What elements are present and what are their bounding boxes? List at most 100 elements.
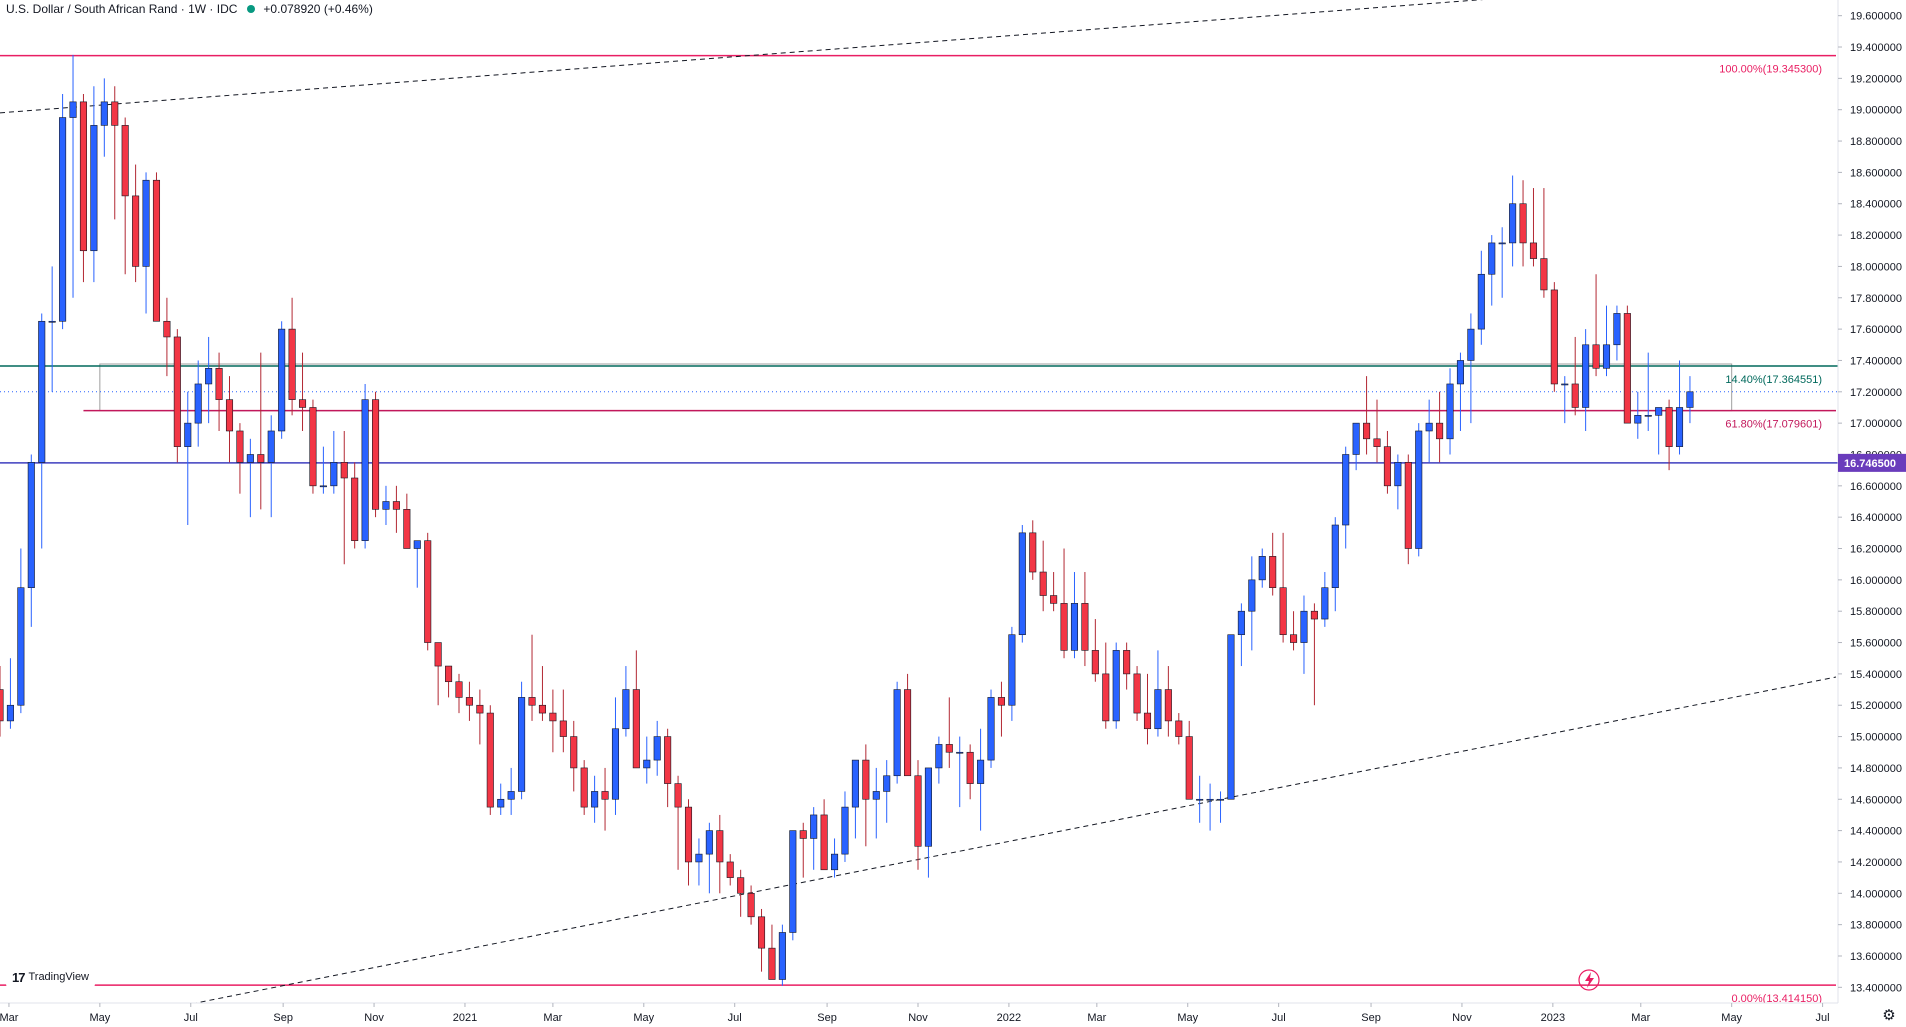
candle-down[interactable] xyxy=(538,704,546,714)
candle-down[interactable] xyxy=(1290,634,1298,643)
candle-up[interactable] xyxy=(1446,383,1454,440)
candle-down[interactable] xyxy=(1665,407,1673,447)
candle-up[interactable] xyxy=(1425,422,1433,432)
candle-down[interactable] xyxy=(1269,556,1277,588)
candle-up[interactable] xyxy=(184,422,192,447)
candle-up[interactable] xyxy=(497,798,505,808)
candle-up[interactable] xyxy=(1206,798,1214,801)
candle-down[interactable] xyxy=(528,697,536,706)
candle-down[interactable] xyxy=(1592,344,1600,369)
candle-up[interactable] xyxy=(1477,273,1485,330)
candle-up[interactable] xyxy=(48,320,56,323)
candle-up[interactable] xyxy=(59,117,67,322)
candle-down[interactable] xyxy=(351,477,359,541)
candle-down[interactable] xyxy=(1175,720,1183,737)
candle-up[interactable] xyxy=(789,830,797,933)
candle-down[interactable] xyxy=(215,367,223,400)
candle-up[interactable] xyxy=(1321,587,1329,620)
candle-down[interactable] xyxy=(997,697,1005,706)
candle-up[interactable] xyxy=(1352,422,1360,455)
candle-down[interactable] xyxy=(757,916,766,949)
candle-up[interactable] xyxy=(653,736,661,761)
candle-up[interactable] xyxy=(1467,328,1475,361)
candle-up[interactable] xyxy=(935,744,943,769)
candle-up[interactable] xyxy=(278,328,286,432)
candle-up[interactable] xyxy=(246,454,254,463)
candle-up[interactable] xyxy=(643,759,651,769)
candle-up[interactable] xyxy=(17,587,25,706)
candle-down[interactable] xyxy=(1363,422,1371,440)
candle-up[interactable] xyxy=(883,775,891,792)
candle-up[interactable] xyxy=(361,399,369,541)
fib-range-box[interactable] xyxy=(99,363,1733,412)
candle-down[interactable] xyxy=(632,689,640,769)
candle-down[interactable] xyxy=(0,689,4,722)
candle-up[interactable] xyxy=(831,853,839,871)
candle-up[interactable] xyxy=(69,101,77,118)
candle-down[interactable] xyxy=(288,328,296,400)
candle-down[interactable] xyxy=(1279,587,1287,636)
candle-down[interactable] xyxy=(152,179,161,322)
candle-up[interactable] xyxy=(6,704,14,722)
candle-down[interactable] xyxy=(820,814,828,871)
candle-down[interactable] xyxy=(1373,438,1381,447)
candle-up[interactable] xyxy=(1675,407,1684,447)
candle-down[interactable] xyxy=(601,791,609,800)
candle-down[interactable] xyxy=(674,783,682,808)
lower-channel-trendline[interactable] xyxy=(156,676,1837,1012)
candle-down[interactable] xyxy=(862,759,870,800)
candle-down[interactable] xyxy=(904,689,912,777)
candle-down[interactable] xyxy=(914,775,922,847)
candle-down[interactable] xyxy=(1519,203,1527,244)
candle-up[interactable] xyxy=(695,853,703,863)
candle-down[interactable] xyxy=(1550,289,1558,385)
candle-up[interactable] xyxy=(1008,634,1016,706)
candle-down[interactable] xyxy=(549,712,557,722)
candle-up[interactable] xyxy=(1634,415,1642,424)
candle-down[interactable] xyxy=(465,697,473,706)
candle-down[interactable] xyxy=(163,320,171,338)
tradingview-logo[interactable]: 17 TradingView xyxy=(6,966,96,988)
candle-up[interactable] xyxy=(382,501,390,510)
candle-up[interactable] xyxy=(1686,391,1694,408)
candle-up[interactable] xyxy=(778,932,786,980)
candle-down[interactable] xyxy=(966,751,974,784)
candle-down[interactable] xyxy=(392,501,400,510)
gear-icon[interactable]: ⚙ xyxy=(1882,1007,1896,1024)
candle-down[interactable] xyxy=(1039,571,1047,596)
symbol-title[interactable]: U.S. Dollar / South African Rand · 1W · … xyxy=(6,2,238,16)
candle-down[interactable] xyxy=(1123,650,1131,675)
candle-down[interactable] xyxy=(1436,422,1444,440)
candle-up[interactable] xyxy=(705,830,713,855)
candle-up[interactable] xyxy=(987,697,995,761)
candle-down[interactable] xyxy=(1404,462,1412,549)
candle-down[interactable] xyxy=(1029,532,1037,573)
candle-up[interactable] xyxy=(1331,524,1339,588)
candle-up[interactable] xyxy=(194,383,202,424)
candle-up[interactable] xyxy=(1561,383,1569,386)
candle-up[interactable] xyxy=(622,689,630,730)
candle-down[interactable] xyxy=(664,736,672,784)
candle-up[interactable] xyxy=(1248,579,1256,612)
candle-up[interactable] xyxy=(518,697,526,792)
candle-up[interactable] xyxy=(507,791,515,800)
candle-down[interactable] xyxy=(799,830,807,839)
candle-down[interactable] xyxy=(455,681,463,698)
candle-up[interactable] xyxy=(1070,603,1079,651)
candle-down[interactable] xyxy=(298,399,307,408)
candle-down[interactable] xyxy=(1060,603,1068,651)
candle-down[interactable] xyxy=(486,712,494,808)
candle-up[interactable] xyxy=(956,751,964,754)
candle-up[interactable] xyxy=(1018,532,1026,636)
candle-up[interactable] xyxy=(611,728,620,800)
price-axis-bg[interactable] xyxy=(1838,0,1906,1027)
candle-down[interactable] xyxy=(1050,595,1058,604)
candle-down[interactable] xyxy=(684,806,693,863)
candle-down[interactable] xyxy=(434,642,442,667)
candle-down[interactable] xyxy=(476,704,484,714)
candle-down[interactable] xyxy=(173,336,181,447)
candle-down[interactable] xyxy=(1529,242,1538,259)
candle-down[interactable] xyxy=(716,830,724,863)
candle-up[interactable] xyxy=(1300,610,1308,643)
